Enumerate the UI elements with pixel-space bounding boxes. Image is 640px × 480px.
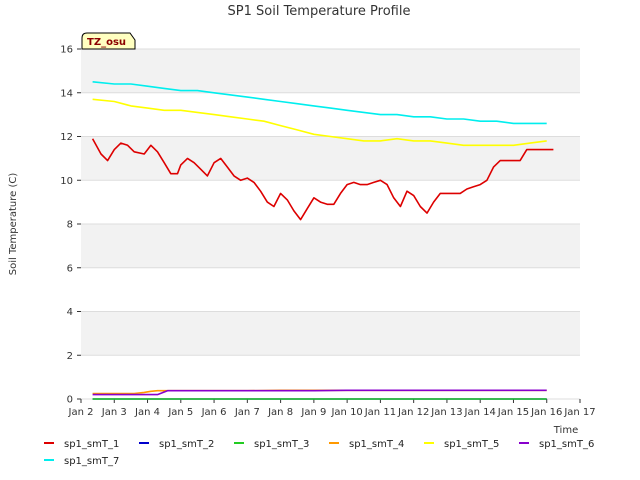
x-tick-label: Jan 14: [464, 407, 496, 418]
legend-item: sp1_smT_6: [519, 439, 594, 450]
y-tick-label: 14: [60, 88, 73, 99]
series-line-sp1_smT_1: [91, 138, 554, 221]
series-line-sp1_smT_5: [92, 98, 547, 147]
legend-label: sp1_smT_2: [159, 439, 214, 450]
x-tick-label: Jan 7: [234, 407, 260, 418]
x-tick-label: Jan 5: [167, 407, 193, 418]
y-axis-label: Soil Temperature (C): [8, 173, 19, 276]
background-band: [81, 267, 580, 312]
legend-label: sp1_smT_1: [64, 439, 119, 450]
y-tick-label: 8: [67, 220, 73, 231]
y-tick-label: 10: [60, 176, 73, 187]
y-tick-label: 6: [67, 263, 73, 274]
y-tick-label: 2: [67, 351, 73, 362]
legend-label: sp1_smT_6: [539, 439, 594, 450]
x-tick-label: Jan 2: [68, 407, 94, 418]
x-tick-label: Jan 9: [300, 407, 326, 418]
site-badge: TZ_osu: [81, 32, 136, 50]
background-band: [81, 92, 580, 137]
x-axis-ticks: Jan 2 Jan 3 Jan 4 Jan 5 Jan 6 Jan 7 Jan 8 Jan 9…: [68, 399, 596, 418]
chart-title: SP1 Soil Temperature Profile: [228, 4, 411, 19]
background-band: [81, 355, 580, 399]
background-band: [81, 224, 580, 268]
x-tick-label: Jan 10: [330, 407, 362, 418]
y-axis-ticks: 0 2 4 6 8 10 12 14 16: [60, 45, 81, 406]
x-tick-label: Jan 8: [267, 407, 293, 418]
site-badge-label: TZ_osu: [87, 37, 126, 48]
legend-item: sp1_smT_3: [234, 439, 309, 450]
x-tick-label: Jan 3: [101, 407, 127, 418]
y-tick-label: 16: [60, 45, 73, 56]
series-lines: [91, 81, 554, 400]
x-tick-label: Jan 4: [134, 407, 160, 418]
legend-label: sp1_smT_7: [64, 456, 119, 467]
background-band: [81, 49, 580, 93]
x-tick-label: Jan 11: [364, 407, 396, 418]
background-band: [81, 136, 580, 181]
x-axis-label: Time: [553, 425, 578, 436]
legend-item: sp1_smT_4: [329, 439, 404, 450]
legend: sp1_smT_1 sp1_smT_2 sp1_smT_3 sp1_smT_4 sp1_…: [44, 439, 594, 467]
x-tick-label: Jan 13: [430, 407, 462, 418]
legend-label: sp1_smT_4: [349, 439, 404, 450]
x-tick-label: Jan 6: [201, 407, 227, 418]
x-tick-label: Jan 17: [563, 407, 595, 418]
x-tick-label: Jan 16: [530, 407, 562, 418]
series-line-sp1_smT_6: [92, 389, 547, 396]
x-tick-label: Jan 15: [497, 407, 529, 418]
background-band: [81, 180, 580, 224]
legend-label: sp1_smT_3: [254, 439, 309, 450]
legend-item: sp1_smT_1: [44, 439, 119, 450]
y-tick-label: 4: [67, 307, 73, 318]
legend-item: sp1_smT_2: [139, 439, 214, 450]
legend-item: sp1_smT_5: [424, 439, 499, 450]
series-line-sp1_smT_7: [92, 81, 547, 125]
y-tick-label: 0: [67, 395, 73, 406]
background-band: [81, 311, 580, 356]
y-tick-label: 12: [60, 132, 73, 143]
x-tick-label: Jan 12: [397, 407, 429, 418]
legend-label: sp1_smT_5: [444, 439, 499, 450]
legend-item: sp1_smT_7: [44, 456, 119, 467]
plot-background: [81, 49, 580, 399]
